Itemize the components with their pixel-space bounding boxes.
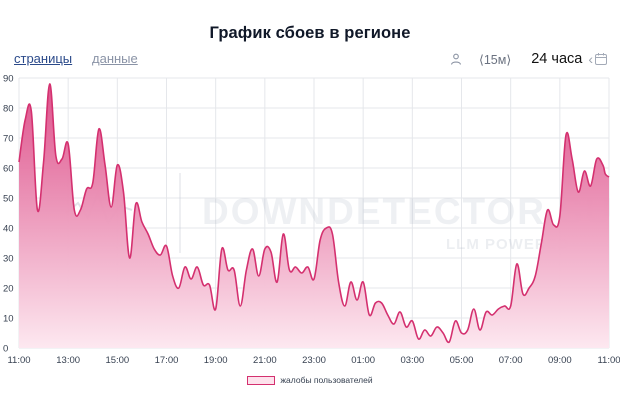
chevron-left-icon[interactable]: ‹ xyxy=(588,51,593,67)
watermark: DOWNDETECTOR SU LLM POWERED xyxy=(65,173,614,253)
x-tick-label: 01:00 xyxy=(351,355,375,366)
x-tick-label: 11:00 xyxy=(597,355,620,366)
x-tick-label: 17:00 xyxy=(155,355,179,366)
x-tick-label: 15:00 xyxy=(105,355,129,366)
watermark-main-text: DOWNDETECTOR SU xyxy=(202,191,614,232)
x-tick-label: 19:00 xyxy=(204,355,228,366)
y-tick-label: 30 xyxy=(3,254,14,265)
pages-link[interactable]: страницы xyxy=(14,51,73,66)
range-selector[interactable]: 24 часа xyxy=(531,51,583,67)
date-navigation: ‹ xyxy=(588,51,608,67)
user-icon[interactable] xyxy=(449,52,463,66)
watermark-sub-text: LLM POWERED xyxy=(446,236,570,253)
x-tick-label: 03:00 xyxy=(400,355,424,366)
y-axis-ticks: 0 10 20 30 40 50 60 70 80 90 xyxy=(3,74,14,355)
legend-swatch xyxy=(247,375,276,385)
x-tick-label: 11:00 xyxy=(7,355,30,366)
x-tick-label: 05:00 xyxy=(450,355,474,366)
x-tick-label: 23:00 xyxy=(302,355,326,366)
y-tick-label: 90 xyxy=(3,74,14,85)
x-tick-label: 13:00 xyxy=(56,355,80,366)
y-tick-label: 50 xyxy=(3,194,14,205)
chart-legend[interactable]: жалобы пользователей xyxy=(0,375,620,385)
x-tick-label: 21:00 xyxy=(253,355,277,366)
page-title: График сбоев в регионе xyxy=(209,24,411,42)
y-tick-label: 10 xyxy=(3,314,14,325)
y-tick-label: 40 xyxy=(3,224,14,235)
legend-label: жалобы пользователей xyxy=(280,375,373,385)
x-tick-label: 07:00 xyxy=(499,355,523,366)
chart-controls: ⟨15м⟩ 24 часа ‹ xyxy=(449,49,608,69)
y-tick-label: 60 xyxy=(3,164,14,175)
series-line xyxy=(18,83,610,344)
x-tick-label: 09:00 xyxy=(548,355,572,366)
outage-area-chart: DOWNDETECTOR SU LLM POWERED 0 10 20 30 40 50 6… xyxy=(3,74,620,367)
y-tick-label: 80 xyxy=(3,104,14,115)
y-tick-label: 20 xyxy=(3,284,14,295)
y-tick-label: 0 xyxy=(3,344,8,355)
y-tick-label: 70 xyxy=(3,134,14,145)
x-axis-ticks: 11:00 13:00 15:00 17:00 19:00 21:00 23:00 01:00… xyxy=(7,355,620,366)
calendar-icon[interactable] xyxy=(594,52,608,66)
series-area xyxy=(19,83,609,348)
interval-selector[interactable]: ⟨15м⟩ xyxy=(478,52,512,67)
data-link[interactable]: данные xyxy=(92,51,138,66)
